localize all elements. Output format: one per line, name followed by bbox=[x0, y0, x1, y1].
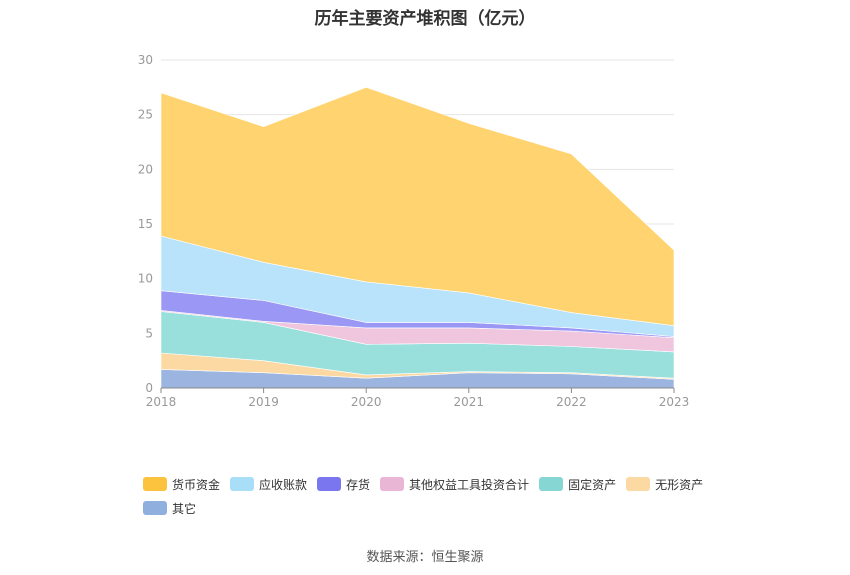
legend-swatch bbox=[230, 477, 255, 491]
y-tick-label: 25 bbox=[138, 108, 153, 122]
x-tick-label: 2021 bbox=[454, 395, 485, 409]
legend-label: 存货 bbox=[346, 477, 371, 492]
legend-item[interactable]: 无形资产 bbox=[626, 472, 703, 496]
legend: 货币资金 应收账款 存货 其他权益工具投资合计 固定资产 无形资产其它 bbox=[143, 472, 743, 520]
area-series-6 bbox=[160, 86, 675, 327]
legend-label: 货币资金 bbox=[172, 477, 221, 492]
y-tick-label: 30 bbox=[138, 53, 153, 67]
legend-item[interactable]: 固定资产 bbox=[539, 472, 616, 496]
x-tick-label: 2018 bbox=[146, 395, 177, 409]
area-series bbox=[160, 86, 675, 389]
source-note: 数据来源：恒生聚源 bbox=[366, 550, 484, 565]
x-tick-label: 2022 bbox=[556, 395, 587, 409]
legend-label: 无形资产 bbox=[655, 477, 704, 492]
legend-label: 固定资产 bbox=[568, 477, 617, 492]
legend-label: 其它 bbox=[172, 501, 197, 516]
y-tick-label: 15 bbox=[138, 217, 153, 231]
x-tick-label: 2023 bbox=[659, 395, 690, 409]
legend-swatch bbox=[380, 477, 405, 491]
legend-label: 应收账款 bbox=[259, 477, 308, 492]
legend-item[interactable]: 其它 bbox=[143, 496, 196, 520]
legend-swatch bbox=[539, 477, 564, 491]
legend-item[interactable]: 应收账款 bbox=[230, 472, 307, 496]
legend-item[interactable]: 其他权益工具投资合计 bbox=[380, 472, 529, 496]
chart-title: 历年主要资产堆积图（亿元） bbox=[314, 9, 536, 29]
legend-swatch bbox=[626, 477, 651, 491]
x-tick-label: 2020 bbox=[351, 395, 382, 409]
legend-item[interactable]: 货币资金 bbox=[143, 472, 220, 496]
x-tick-label: 2019 bbox=[248, 395, 279, 409]
y-tick-label: 0 bbox=[145, 381, 153, 395]
axes: 0 5 10 15 20 25 30 2018 2019 2020 2021 2022 2023 bbox=[138, 53, 690, 409]
y-tick-label: 5 bbox=[145, 326, 153, 340]
legend-label: 其他权益工具投资合计 bbox=[409, 477, 530, 492]
y-tick-label: 10 bbox=[138, 272, 153, 286]
legend-swatch bbox=[317, 477, 342, 491]
legend-swatch bbox=[143, 501, 167, 515]
legend-item[interactable]: 存货 bbox=[317, 472, 370, 496]
y-tick-label: 20 bbox=[138, 162, 153, 176]
legend-swatch bbox=[143, 477, 167, 491]
